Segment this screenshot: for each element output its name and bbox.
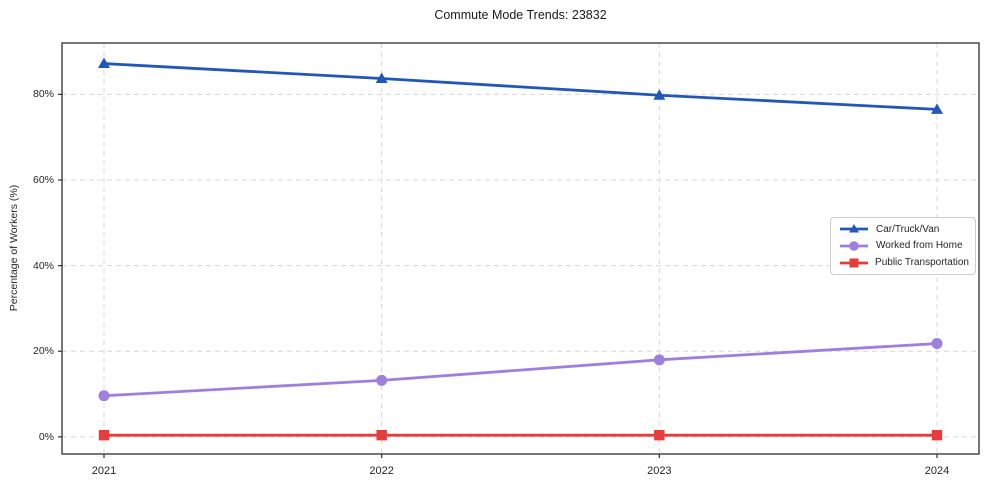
- x-tick-label: 2022: [369, 465, 394, 477]
- legend-marker-triangle-icon: [840, 224, 868, 233]
- data-point-worked-from-home: [98, 390, 110, 402]
- data-point-public-transportation: [98, 429, 110, 441]
- y-tick-label: 0%: [38, 430, 54, 443]
- chart-title: Commute Mode Trends: 23832: [434, 8, 607, 22]
- legend-marker-square-icon: [840, 258, 868, 268]
- legend-label: Car/Truck/Van: [876, 223, 940, 235]
- y-tick-label: 60%: [32, 174, 54, 186]
- x-tick-label: 2023: [647, 465, 672, 477]
- legend-label: Worked from Home: [876, 240, 963, 252]
- data-point-worked-from-home: [931, 338, 943, 350]
- data-point-public-transportation: [931, 429, 943, 441]
- data-point-car-truck-van: [653, 89, 666, 100]
- series-line-worked-from-home: [102, 342, 939, 398]
- y-tick-label: 40%: [32, 259, 54, 272]
- series-line-car-truck-van: [102, 62, 939, 111]
- x-tick-label: 2024: [924, 465, 950, 477]
- data-point-public-transportation: [654, 429, 665, 441]
- plot-border: [61, 42, 980, 455]
- data-point-car-truck-van: [98, 57, 110, 69]
- data-point-car-truck-van: [931, 103, 943, 114]
- y-tick-label: 20%: [32, 345, 54, 358]
- legend: Car/Truck/Van Worked from Home Public Tran…: [830, 217, 976, 275]
- data-point-car-truck-van: [375, 72, 388, 84]
- y-tick-label: 80%: [32, 88, 54, 101]
- legend-marker-circle-icon: [840, 241, 868, 251]
- x-tick-label: 2021: [91, 465, 117, 477]
- data-point-worked-from-home: [376, 374, 388, 386]
- data-point-worked-from-home: [653, 354, 665, 366]
- data-point-public-transportation: [376, 429, 387, 441]
- legend-label: Public Transportation: [875, 257, 969, 269]
- legend-entry-car-truck-van: Car/Truck/Van: [839, 223, 969, 235]
- legend-entry-public-transportation: Public Transportation: [839, 257, 969, 269]
- legend-entry-worked-from-home: Worked from Home: [839, 240, 969, 252]
